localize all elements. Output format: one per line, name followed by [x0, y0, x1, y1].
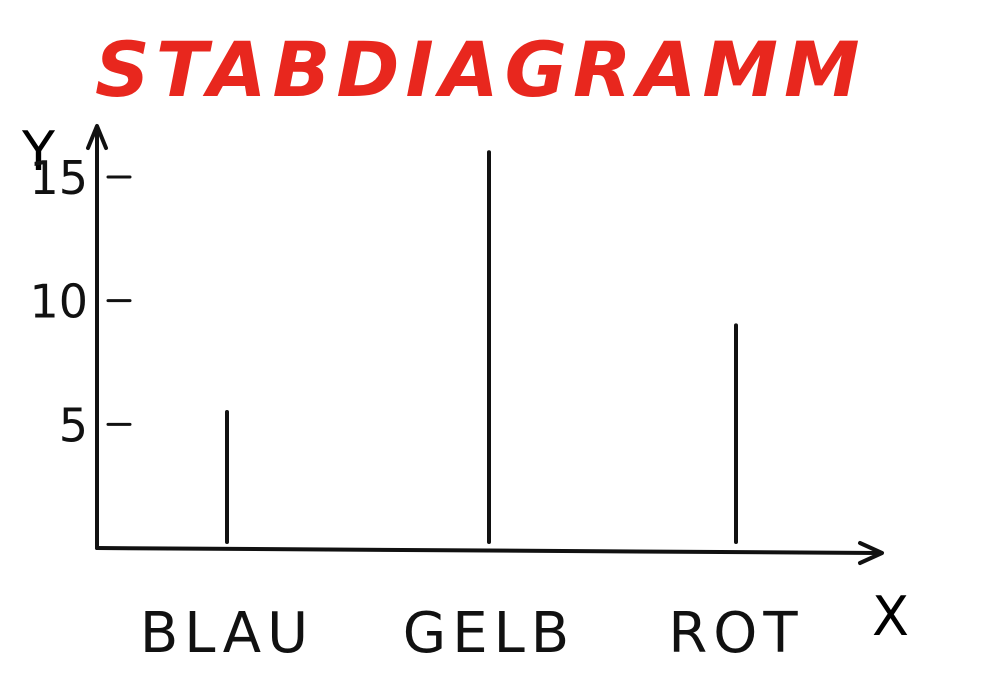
x-axis: X: [95, 541, 909, 648]
category-label-blau: BLAU: [140, 601, 314, 666]
chart-title: STABDIAGRAMM: [95, 25, 866, 114]
bars: [225, 150, 738, 544]
y-tick-label: 15: [29, 151, 88, 205]
y-tick-label: 10: [29, 275, 88, 329]
x-axis-arrowhead: [858, 541, 884, 565]
category-label-gelb: GELB: [403, 601, 575, 666]
y-axis: Y: [21, 120, 108, 550]
y-axis-arrowhead: [86, 124, 108, 150]
y-ticks: 5 10 15: [29, 151, 132, 452]
category-label-rot: ROT: [668, 601, 803, 666]
y-tick-label: 5: [59, 398, 88, 452]
x-axis-line: [95, 546, 880, 555]
category-labels: BLAU GELB ROT: [140, 601, 803, 666]
x-axis-label: X: [872, 585, 909, 648]
y-axis-label: Y: [21, 120, 56, 183]
